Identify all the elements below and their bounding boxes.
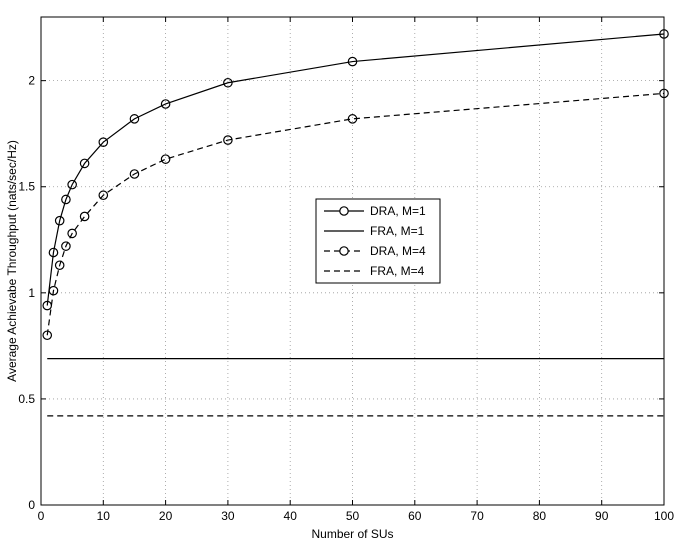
data-point: [223, 77, 233, 88]
y-tick-label: 0: [28, 498, 35, 512]
data-point: [129, 169, 140, 179]
data-point: [98, 190, 109, 201]
x-tick-label: 0: [38, 509, 45, 523]
data-point: [54, 215, 65, 226]
data-point: [160, 154, 171, 164]
x-tick-label: 10: [97, 509, 111, 523]
legend-marker: [339, 206, 349, 216]
legend: DRA, M=1 FRA, M=1 DRA, M=4 FRA, M=4: [315, 198, 441, 284]
x-axis-label: Number of SUs: [311, 527, 393, 541]
data-point: [79, 211, 90, 222]
data-point: [61, 241, 71, 251]
y-tick-label: 0.5: [18, 392, 35, 406]
legend-box: [315, 198, 441, 284]
data-point: [347, 114, 358, 124]
y-axis-label: Average Achievabe Throughput (nats/sec/H…: [5, 140, 19, 382]
x-tick-label: 30: [221, 509, 235, 523]
data-point: [61, 194, 71, 205]
y-tick-label: 2: [28, 74, 35, 88]
x-tick-label: 60: [408, 509, 422, 523]
data-point: [347, 56, 358, 67]
series-3: [42, 88, 669, 341]
y-tick-label: 1.5: [18, 180, 35, 194]
data-point: [42, 300, 53, 311]
legend-entry-label: FRA, M=1: [370, 224, 425, 238]
data-point: [42, 330, 53, 341]
legend-entry-label: DRA, M=1: [370, 204, 426, 218]
x-tick-label: 80: [533, 509, 547, 523]
data-point: [98, 137, 109, 147]
x-tick-label: 100: [654, 509, 674, 523]
x-tick-label: 20: [159, 509, 173, 523]
data-point: [67, 179, 77, 190]
data-point: [48, 247, 59, 258]
data-point: [79, 158, 90, 169]
data-point: [54, 260, 65, 271]
series-line: [46, 92, 665, 336]
legend-entry-label: FRA, M=4: [370, 264, 425, 278]
data-point: [67, 228, 77, 239]
x-tick-label: 50: [346, 509, 360, 523]
x-tick-label: 40: [284, 509, 298, 523]
y-tick-label: 1: [28, 286, 35, 300]
data-point: [223, 135, 233, 145]
x-tick-label: 90: [595, 509, 609, 523]
series-line: [46, 33, 665, 306]
legend-marker: [339, 246, 349, 256]
x-tick-label: 70: [470, 509, 484, 523]
data-point: [129, 114, 140, 124]
data-point: [160, 99, 171, 109]
data-point: [48, 285, 59, 296]
ticks: 0 10 20 30 40 50 60 70 80 90 100 0 0.5 1 1.5 2: [18, 17, 674, 523]
legend-entry-label: DRA, M=4: [370, 244, 426, 258]
